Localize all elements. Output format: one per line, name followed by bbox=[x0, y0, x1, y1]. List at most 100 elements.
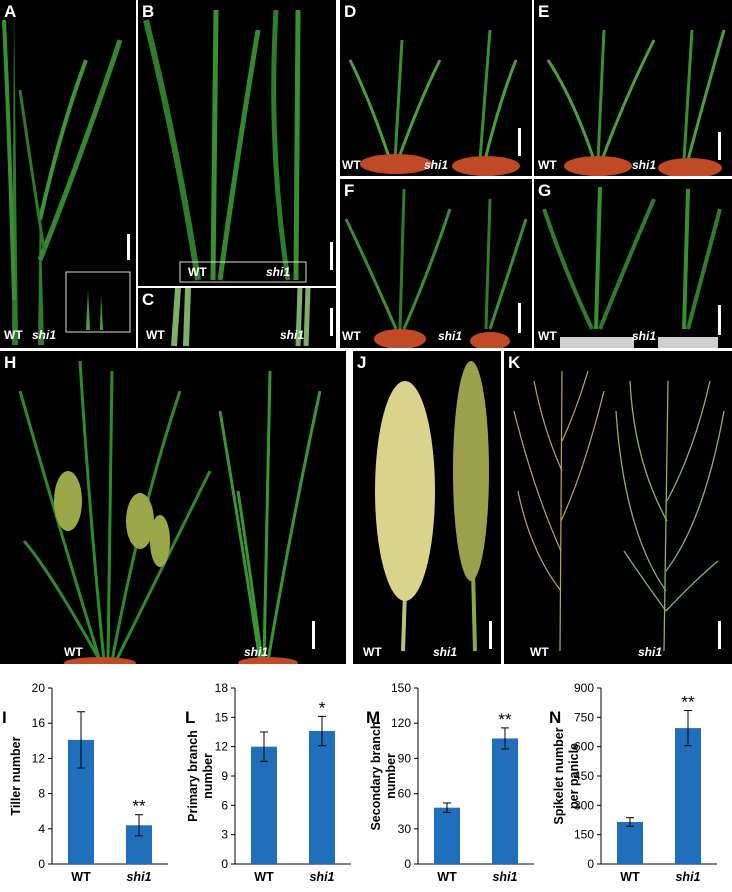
bar bbox=[434, 807, 460, 864]
y-axis-label: Tiller number bbox=[9, 736, 23, 815]
label-shi1: shi1 bbox=[32, 328, 57, 342]
y-tick-label: 30 bbox=[398, 822, 412, 836]
y-tick-label: 90 bbox=[398, 751, 412, 765]
significance-marker: ** bbox=[681, 692, 695, 711]
y-axis-label-line: number bbox=[384, 753, 398, 799]
label-shi1: shi1 bbox=[433, 645, 458, 659]
label-shi1: shi1 bbox=[438, 329, 463, 343]
label-shi1: shi1 bbox=[266, 265, 291, 279]
scale-bar bbox=[489, 621, 492, 649]
y-tick-label: 750 bbox=[574, 710, 594, 724]
scale-bar bbox=[330, 308, 333, 336]
y-tick-label: 12 bbox=[32, 751, 46, 765]
x-tick-label: shi1 bbox=[675, 870, 700, 884]
bar bbox=[309, 731, 335, 864]
panel-g-plants bbox=[542, 186, 722, 348]
y-tick-label: 8 bbox=[38, 787, 45, 801]
y-tick-label: 60 bbox=[398, 787, 412, 801]
label-wt: WT bbox=[4, 328, 23, 342]
panel-g: G WT shi1 bbox=[534, 179, 732, 348]
panel-letter-f: F bbox=[344, 181, 355, 200]
y-axis-label: Primary branchnumber bbox=[186, 730, 215, 822]
y-tick-label: 0 bbox=[587, 857, 594, 871]
bar bbox=[492, 738, 518, 864]
x-tick-label: WT bbox=[437, 870, 457, 884]
significance-marker: ** bbox=[498, 710, 512, 729]
label-wt: WT bbox=[188, 265, 207, 279]
y-tick-label: 15 bbox=[215, 710, 229, 724]
panel-e: E WT shi1 bbox=[534, 0, 732, 176]
y-tick-label: 120 bbox=[391, 716, 411, 730]
y-tick-label: 900 bbox=[574, 681, 594, 695]
panel-letter-g: G bbox=[538, 181, 552, 200]
chart-letter-i: I bbox=[2, 708, 7, 727]
panel-a-plants bbox=[2, 10, 131, 345]
y-tick-label: 450 bbox=[574, 769, 594, 783]
y-tick-label: 600 bbox=[574, 740, 594, 754]
panel-d: D WT shi1 bbox=[340, 0, 532, 176]
chart-i: I 0 4 8 12 16 20 Tiller number WT ** shi1 bbox=[0, 674, 183, 887]
panel-j: J WT shi1 bbox=[353, 351, 501, 664]
panel-e-plants bbox=[546, 29, 726, 176]
panel-letter-e: E bbox=[538, 2, 550, 21]
chart-l: L 0 3 6 9 12 15 18 Primary branchnumber WT * shi1 bbox=[183, 674, 366, 887]
panel-c-bases bbox=[171, 288, 311, 347]
panel-c: C WT shi1 bbox=[138, 288, 336, 348]
y-tick-label: 0 bbox=[38, 857, 45, 871]
panel-d-plants bbox=[348, 29, 520, 176]
label-wt: WT bbox=[146, 328, 165, 342]
bar bbox=[675, 728, 701, 864]
panel-letter-h: H bbox=[4, 353, 17, 372]
y-axis-label-line: per panicle bbox=[567, 743, 581, 809]
y-tick-label: 4 bbox=[38, 822, 45, 836]
y-axis-label-line: Tiller number bbox=[9, 736, 23, 815]
y-axis-label-line: Primary branch bbox=[186, 730, 200, 822]
chart-letter-n: N bbox=[549, 708, 562, 727]
label-shi1: shi1 bbox=[244, 645, 269, 659]
panel-letter-d: D bbox=[344, 2, 357, 21]
y-tick-label: 12 bbox=[215, 740, 229, 754]
scale-bar bbox=[127, 234, 130, 260]
y-axis-label-line: Spikelet number bbox=[552, 727, 566, 824]
chart-letter-l: L bbox=[185, 708, 196, 727]
y-tick-label: 20 bbox=[32, 681, 46, 695]
panel-k-branches bbox=[513, 370, 725, 652]
y-tick-label: 3 bbox=[221, 828, 228, 842]
label-wt: WT bbox=[538, 158, 557, 172]
label-shi1: shi1 bbox=[632, 158, 657, 172]
chart-n-svg: 0 150 300 450 600 750 900 Spikelet numberper pa… bbox=[552, 681, 717, 884]
scale-bar bbox=[718, 621, 721, 649]
y-axis-label-line: Secondary branch bbox=[369, 721, 383, 830]
label-shi1: shi1 bbox=[638, 645, 663, 659]
panel-letter-j: J bbox=[357, 353, 367, 372]
panel-letter-c: C bbox=[142, 290, 155, 309]
y-tick-label: 9 bbox=[221, 769, 228, 783]
scale-bar bbox=[718, 305, 721, 335]
panel-a: A WT shi1 bbox=[0, 0, 136, 348]
y-axis-label: Secondary branchnumber bbox=[369, 721, 398, 830]
bar bbox=[617, 821, 643, 864]
chart-n: N 0 150 300 450 600 750 900 Spikelet numberper … bbox=[549, 674, 732, 887]
y-axis-label-line: number bbox=[201, 753, 215, 799]
panel-h: H WT shi1 bbox=[0, 351, 346, 664]
significance-marker: * bbox=[319, 698, 326, 717]
label-shi1: shi1 bbox=[632, 329, 657, 343]
x-tick-label: WT bbox=[254, 870, 274, 884]
scale-bar bbox=[718, 132, 721, 160]
chart-m-svg: 0 30 60 90 120 150 Secondary branchnumber WT ** s… bbox=[369, 681, 534, 884]
label-wt: WT bbox=[342, 329, 361, 343]
panel-h-plants bbox=[18, 360, 322, 664]
panel-b-plants bbox=[143, 9, 307, 283]
label-wt: WT bbox=[342, 158, 361, 172]
y-tick-label: 18 bbox=[215, 681, 229, 695]
y-tick-label: 150 bbox=[574, 828, 594, 842]
panel-b: B WT shi1 bbox=[138, 0, 336, 286]
scale-bar bbox=[312, 621, 315, 649]
label-wt: WT bbox=[363, 645, 382, 659]
panel-f-plants bbox=[344, 188, 528, 348]
panel-k: K WT shi1 bbox=[504, 351, 732, 664]
chart-letter-m: M bbox=[366, 708, 381, 727]
x-tick-label: WT bbox=[620, 870, 640, 884]
chart-l-svg: 0 3 6 9 12 15 18 Primary branchnumber WT * shi1 bbox=[186, 681, 351, 884]
bar bbox=[251, 746, 277, 864]
